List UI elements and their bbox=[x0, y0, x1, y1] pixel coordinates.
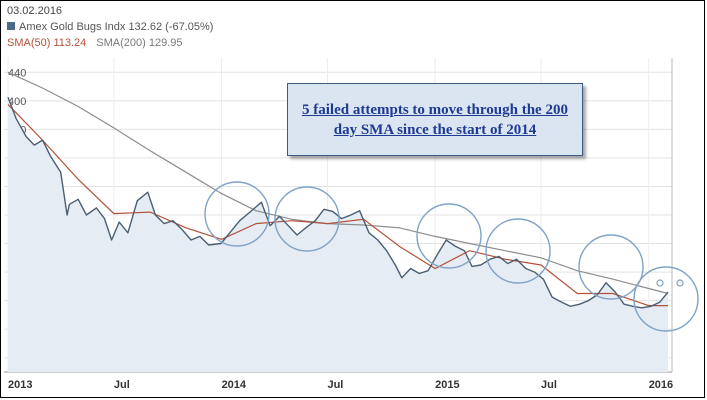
y-tick-label: 440 bbox=[8, 67, 26, 79]
series-legend: Amex Gold Bugs Indx 132.62 (-67.05%) bbox=[7, 21, 213, 33]
x-tick-label: 2013 bbox=[8, 379, 32, 391]
highlight-circle bbox=[578, 234, 644, 300]
smiley-eye-left bbox=[656, 279, 664, 287]
highlight-circle bbox=[416, 203, 482, 269]
sma50-line bbox=[7, 103, 668, 307]
chart-date: 03.02.2016 bbox=[7, 5, 63, 17]
x-tick-label: Jul bbox=[327, 379, 343, 391]
sma50-legend-label: SMA(50) 113.24 bbox=[7, 37, 87, 49]
annotation-text: 5 failed attempts to move through the 20… bbox=[302, 101, 568, 138]
highlight-circle bbox=[204, 181, 270, 247]
series-swatch bbox=[7, 22, 15, 30]
x-tick-label: Jul bbox=[114, 379, 130, 391]
x-tick-label: 2015 bbox=[435, 379, 459, 391]
smiley-eye-right bbox=[676, 279, 684, 287]
y-tick-label: 400 bbox=[8, 96, 26, 108]
x-tick-label: Jul bbox=[541, 379, 557, 391]
highlight-circle bbox=[633, 266, 699, 332]
price-line bbox=[7, 97, 669, 309]
highlight-circle bbox=[274, 186, 340, 252]
price-area bbox=[8, 97, 668, 373]
sma200-line bbox=[7, 71, 669, 295]
x-tick-label: 2016 bbox=[649, 379, 673, 391]
annotation-callout: 5 failed attempts to move through the 20… bbox=[287, 83, 583, 156]
sma200-legend-label: SMA(200) 129.95 bbox=[96, 37, 183, 49]
sma-legend: SMA(50) 113.24 SMA(200) 129.95 bbox=[7, 37, 183, 49]
x-tick-label: 2014 bbox=[222, 379, 247, 391]
highlight-circle bbox=[485, 218, 551, 284]
series-legend-label: Amex Gold Bugs Indx 132.62 (-67.05%) bbox=[19, 21, 214, 33]
